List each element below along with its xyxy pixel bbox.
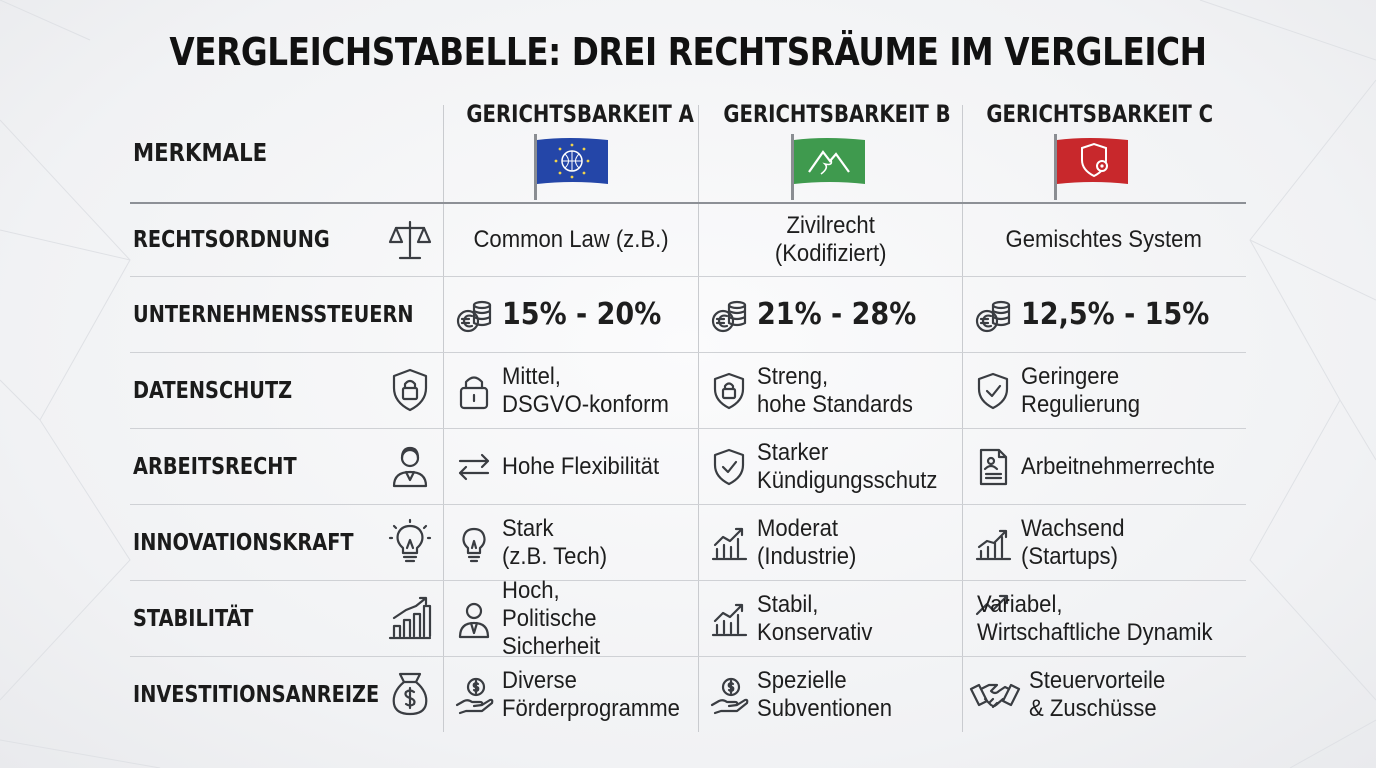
lightbulb-icon xyxy=(388,518,432,563)
trend-arrow-icon xyxy=(975,594,1009,616)
cell-a-arbeitsrecht: Hohe Flexibilität xyxy=(454,432,694,502)
euro-coins-icon xyxy=(456,300,492,333)
column-header-label: GERICHTSBARKEIT C xyxy=(986,100,1214,128)
row-label-stabilitaet: STABILITÄT xyxy=(133,606,254,632)
row-divider xyxy=(130,352,1246,353)
shield-check-icon xyxy=(713,448,745,486)
header-divider xyxy=(130,202,1246,204)
row-divider xyxy=(130,656,1246,657)
cell-b-stabilitaet: Stabil, Konservativ xyxy=(709,584,959,654)
row-label-unternehmenssteuern: UNTERNEHMENSSTEUERN xyxy=(133,302,414,328)
cell-c-steuern: 12,5% - 15% xyxy=(973,280,1243,350)
cell-c-arbeitsrecht: Arbeitnehmerrechte xyxy=(973,432,1243,502)
row-label-rechtsordnung: RECHTSORDNUNG xyxy=(133,227,330,253)
bar-chart-icon xyxy=(388,596,432,640)
growth-chart-icon xyxy=(711,527,748,561)
eu-globe-flag-icon xyxy=(534,134,608,200)
swap-arrows-icon xyxy=(458,453,490,481)
shield-lock-icon xyxy=(713,372,745,410)
row-label-datenschutz: DATENSCHUTZ xyxy=(133,378,293,404)
cell-c-stabilitaet: Variabel, Wirtschaftliche Dynamik xyxy=(973,584,1245,654)
page-title: VERGLEICHSTABELLE: DREI RECHTSRÄUME IM V… xyxy=(169,30,1207,74)
cell-c-datenschutz: Geringere Regulierung xyxy=(973,356,1243,426)
column-header-label: GERICHTSBARKEIT A xyxy=(466,100,694,128)
cell-c-innovationskraft: Wachsend (Startups) xyxy=(973,508,1243,578)
hand-coin-icon xyxy=(455,677,494,715)
cell-b-innovationskraft: Moderat (Industrie) xyxy=(709,508,959,578)
shield-gear-flag-icon xyxy=(1054,134,1128,200)
money-bag-icon xyxy=(392,672,428,716)
cell-a-investitionsanreize: Diverse Förderprogramme xyxy=(454,660,694,730)
cell-b-arbeitsrecht: Starker Kündigungsschutz xyxy=(709,432,959,502)
cell-c-rechtsordnung: Gemischtes System xyxy=(1005,226,1203,253)
row-divider xyxy=(130,580,1246,581)
lightbulb-icon xyxy=(462,527,486,563)
handshake-icon xyxy=(969,683,1021,709)
cell-a-datenschutz: Mittel, DSGVO-konform xyxy=(454,356,694,426)
row-label-investitionsanreize: INVESTITIONSANREIZE xyxy=(133,682,380,708)
growth-chart-icon xyxy=(711,603,748,637)
shield-check-icon xyxy=(977,372,1009,410)
column-divider xyxy=(962,105,963,732)
cell-b-datenschutz: Streng, hohe Standards xyxy=(709,356,959,426)
row-label-arbeitsrecht: ARBEITSRECHT xyxy=(133,454,297,480)
padlock-icon xyxy=(459,376,489,410)
cell-a-steuern: 15% - 20% xyxy=(454,280,694,350)
cell-b-rechtsordnung: Zivilrecht (Kodifiziert) xyxy=(775,212,887,267)
euro-coins-icon xyxy=(711,300,747,333)
column-header-c: GERICHTSBARKEIT C xyxy=(963,100,1223,200)
businessman-icon xyxy=(458,602,490,639)
document-person-icon xyxy=(979,448,1008,486)
mountain-flag-icon xyxy=(791,134,865,200)
features-header: MERKMALE xyxy=(133,138,268,167)
cell-c-investitionsanreize: Steuervorteile & Zuschüsse xyxy=(969,660,1243,730)
row-label-innovationskraft: INNOVATIONSKRAFT xyxy=(133,530,354,556)
row-divider xyxy=(130,428,1246,429)
worker-icon xyxy=(392,446,428,488)
row-divider xyxy=(130,504,1246,505)
row-divider xyxy=(130,276,1246,277)
cell-b-steuern: 21% - 28% xyxy=(709,280,959,350)
cell-a-rechtsordnung: Common Law (z.B.) xyxy=(473,226,669,253)
cell-a-stabilitaet: Hoch, Politische Sicherheit xyxy=(454,577,698,660)
hand-coin-icon xyxy=(710,677,749,715)
growth-chart-icon xyxy=(975,529,1012,561)
column-header-a: GERICHTSBARKEIT A xyxy=(443,100,703,200)
column-header-label: GERICHTSBARKEIT B xyxy=(723,100,951,128)
shield-lock-icon xyxy=(392,368,428,412)
euro-coins-icon xyxy=(975,300,1011,333)
column-header-b: GERICHTSBARKEIT B xyxy=(700,100,960,200)
scales-icon xyxy=(388,220,432,260)
cell-a-innovationskraft: Stark (z.B. Tech) xyxy=(454,508,694,578)
cell-b-investitionsanreize: Spezielle Subventionen xyxy=(709,660,959,730)
column-divider xyxy=(443,105,444,732)
column-divider xyxy=(698,105,699,732)
